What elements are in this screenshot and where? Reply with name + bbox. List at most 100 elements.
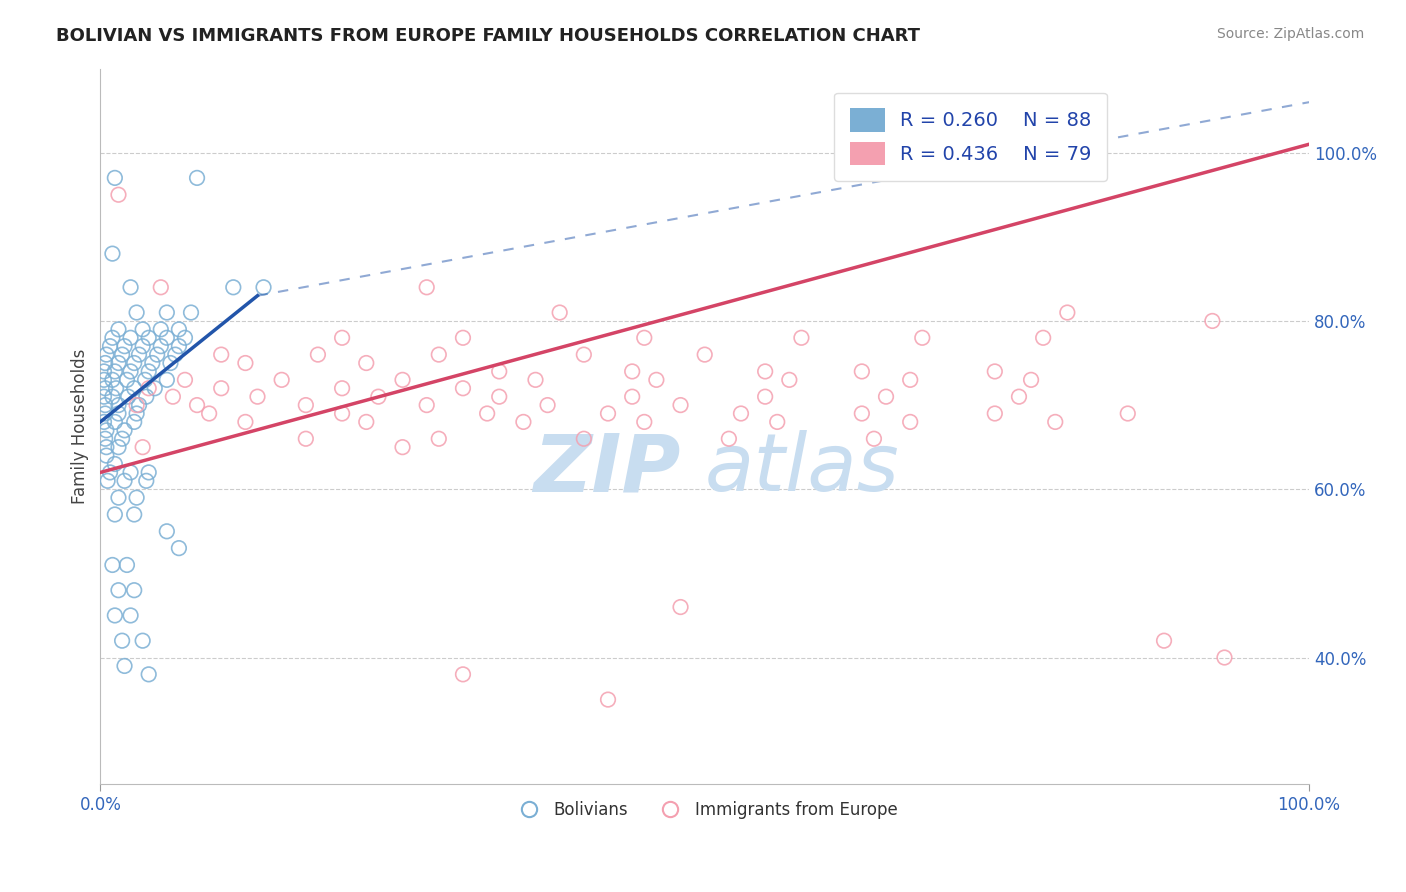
Point <box>104 415 127 429</box>
Point <box>621 364 644 378</box>
Point <box>1116 407 1139 421</box>
Point <box>1153 633 1175 648</box>
Point <box>475 407 498 421</box>
Point <box>307 348 329 362</box>
Point <box>165 348 187 362</box>
Point <box>488 364 510 378</box>
Point <box>94 381 117 395</box>
Point <box>107 407 129 421</box>
Point <box>156 305 179 319</box>
Point <box>790 331 813 345</box>
Point <box>330 381 353 395</box>
Point <box>669 600 692 615</box>
Point <box>93 373 115 387</box>
Point <box>391 373 413 387</box>
Point <box>633 415 655 429</box>
Point <box>167 339 190 353</box>
Point <box>633 331 655 345</box>
Point <box>101 246 124 260</box>
Point <box>596 692 619 706</box>
Point <box>548 305 571 319</box>
Point <box>120 331 142 345</box>
Point <box>111 633 134 648</box>
Point <box>427 348 450 362</box>
Point <box>128 398 150 412</box>
Point <box>1019 373 1042 387</box>
Point <box>252 280 274 294</box>
Point <box>94 398 117 412</box>
Point <box>754 364 776 378</box>
Point <box>851 364 873 378</box>
Point <box>114 659 136 673</box>
Point <box>356 356 378 370</box>
Y-axis label: Family Households: Family Households <box>72 349 89 504</box>
Point <box>122 356 145 370</box>
Point <box>131 322 153 336</box>
Point <box>143 381 166 395</box>
Point <box>94 432 117 446</box>
Point <box>415 280 437 294</box>
Point <box>524 373 547 387</box>
Point <box>898 415 921 429</box>
Point <box>135 474 157 488</box>
Point <box>101 558 124 572</box>
Point <box>730 407 752 421</box>
Point <box>645 373 668 387</box>
Text: atlas: atlas <box>704 430 900 508</box>
Point <box>122 381 145 395</box>
Point <box>209 381 232 395</box>
Point <box>93 415 115 429</box>
Point <box>93 390 115 404</box>
Point <box>101 390 124 404</box>
Point <box>1213 650 1236 665</box>
Point <box>111 432 134 446</box>
Point <box>141 356 163 370</box>
Point <box>107 491 129 505</box>
Point <box>488 390 510 404</box>
Point <box>107 583 129 598</box>
Point <box>120 608 142 623</box>
Point <box>984 407 1007 421</box>
Point <box>295 432 318 446</box>
Point <box>984 364 1007 378</box>
Point <box>186 398 208 412</box>
Point <box>754 390 776 404</box>
Point <box>174 331 197 345</box>
Point <box>911 331 934 345</box>
Point <box>94 407 117 421</box>
Point <box>96 449 118 463</box>
Point <box>125 398 148 412</box>
Point <box>356 415 378 429</box>
Point <box>131 440 153 454</box>
Point <box>138 364 160 378</box>
Point <box>186 170 208 185</box>
Point <box>451 667 474 681</box>
Point <box>120 364 142 378</box>
Point <box>138 667 160 681</box>
Point <box>415 398 437 412</box>
Point <box>97 474 120 488</box>
Point <box>122 415 145 429</box>
Point <box>125 407 148 421</box>
Point <box>107 322 129 336</box>
Point <box>101 373 124 387</box>
Point <box>125 491 148 505</box>
Point <box>149 322 172 336</box>
Text: BOLIVIAN VS IMMIGRANTS FROM EUROPE FAMILY HOUSEHOLDS CORRELATION CHART: BOLIVIAN VS IMMIGRANTS FROM EUROPE FAMIL… <box>56 27 921 45</box>
Point <box>180 305 202 319</box>
Point <box>96 423 118 437</box>
Point <box>107 398 129 412</box>
Point <box>209 348 232 362</box>
Point <box>114 339 136 353</box>
Point <box>863 432 886 446</box>
Point <box>105 381 128 395</box>
Point <box>451 331 474 345</box>
Point <box>96 348 118 362</box>
Point <box>156 331 179 345</box>
Point <box>104 508 127 522</box>
Point <box>107 356 129 370</box>
Point <box>107 440 129 454</box>
Point <box>235 415 257 429</box>
Point <box>766 415 789 429</box>
Point <box>98 339 121 353</box>
